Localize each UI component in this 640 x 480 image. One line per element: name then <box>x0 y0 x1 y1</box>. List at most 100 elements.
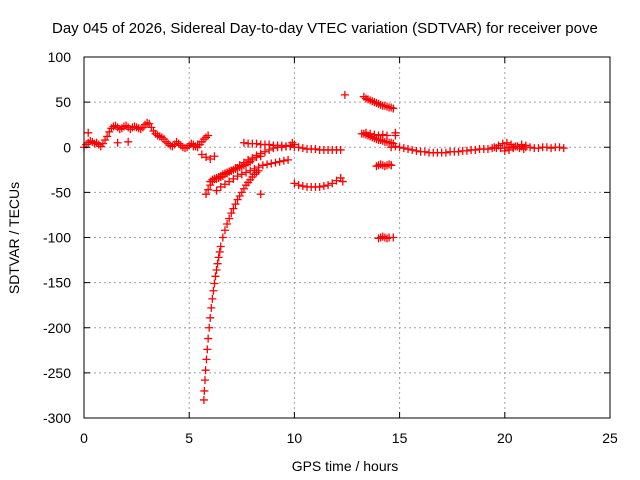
data-point <box>233 195 242 204</box>
data-point <box>366 129 375 138</box>
data-point <box>205 323 214 332</box>
data-point <box>145 119 154 128</box>
data-point <box>391 142 400 151</box>
data-point <box>103 132 112 141</box>
data-point <box>231 200 240 209</box>
data-point <box>256 152 265 161</box>
data-point <box>378 130 387 139</box>
data-point <box>387 103 396 112</box>
data-point <box>220 180 229 189</box>
data-point <box>225 177 234 186</box>
data-point <box>212 186 221 195</box>
data-point <box>277 141 286 150</box>
data-point <box>559 144 568 153</box>
data-point <box>250 164 259 173</box>
x-tick-label: 20 <box>497 430 513 446</box>
data-point <box>202 153 211 162</box>
data-point <box>203 345 212 354</box>
chart-title: Day 045 of 2026, Sidereal Day-to-day VTE… <box>52 20 598 37</box>
data-point <box>382 234 391 243</box>
data-point <box>294 143 303 152</box>
data-point <box>239 158 248 167</box>
data-point <box>509 144 518 153</box>
data-point <box>399 144 408 153</box>
data-point <box>84 138 93 147</box>
data-point <box>319 182 328 191</box>
data-point <box>500 146 509 155</box>
data-point <box>382 131 391 140</box>
data-point <box>389 104 398 113</box>
data-point <box>235 191 244 200</box>
data-point <box>92 138 101 147</box>
data-point <box>483 145 492 154</box>
data-point <box>258 161 267 170</box>
data-point <box>242 168 251 177</box>
data-point <box>223 219 232 228</box>
data-point <box>202 355 211 364</box>
data-point <box>166 141 175 150</box>
data-point <box>385 160 394 169</box>
data-point <box>265 140 274 149</box>
data-point <box>204 131 213 140</box>
y-tick-label: -150 <box>43 275 71 291</box>
data-point <box>237 170 246 179</box>
data-point <box>441 148 450 157</box>
data-point <box>211 272 220 281</box>
data-point <box>328 179 337 188</box>
data-point <box>494 141 503 150</box>
data-point <box>380 162 389 171</box>
data-point <box>412 146 421 155</box>
data-point <box>212 265 221 274</box>
data-point <box>213 259 222 268</box>
y-tick-label: -250 <box>43 365 71 381</box>
data-point <box>517 140 526 149</box>
data-point <box>290 179 299 188</box>
grid <box>84 57 610 418</box>
data-point <box>336 173 345 182</box>
data-point <box>513 142 522 151</box>
data-point <box>382 102 391 111</box>
x-tick-label: 0 <box>80 430 88 446</box>
data-points <box>80 90 568 404</box>
data-point <box>237 188 246 197</box>
data-point <box>134 124 143 133</box>
data-point <box>338 177 347 186</box>
data-point <box>84 128 93 137</box>
data-point <box>267 159 276 168</box>
tick-labels: 0 5 10 15 20 25 100 50 0 -50 -100 -150 -200 -250 -300 <box>43 49 618 446</box>
data-point <box>239 138 248 147</box>
data-point <box>263 160 272 169</box>
data-point <box>380 101 389 110</box>
x-tick-label: 5 <box>185 430 193 446</box>
data-point <box>214 253 223 262</box>
y-tick-label: -200 <box>43 320 71 336</box>
data-point <box>260 147 269 156</box>
data-point <box>526 143 535 152</box>
data-point <box>231 164 240 173</box>
data-point <box>271 158 280 167</box>
data-point <box>244 155 253 164</box>
data-point <box>340 90 349 99</box>
data-point <box>204 334 213 343</box>
data-point <box>462 146 471 155</box>
data-point <box>209 286 218 295</box>
data-point <box>387 161 396 170</box>
data-point <box>202 190 211 199</box>
data-point <box>229 174 238 183</box>
y-axis-label: SDTVAR / TECUs <box>6 182 22 294</box>
data-point <box>324 181 333 190</box>
data-point <box>101 136 110 145</box>
data-point <box>505 145 514 154</box>
data-point <box>207 303 216 312</box>
data-point <box>220 226 229 235</box>
data-point <box>471 145 480 154</box>
data-point <box>256 190 265 199</box>
data-point <box>210 279 219 288</box>
data-point <box>454 147 463 156</box>
data-point <box>284 155 293 164</box>
axis-ticks <box>83 56 611 419</box>
data-point <box>357 129 366 138</box>
data-point <box>542 143 551 152</box>
data-point <box>248 154 257 163</box>
data-point <box>404 145 413 154</box>
